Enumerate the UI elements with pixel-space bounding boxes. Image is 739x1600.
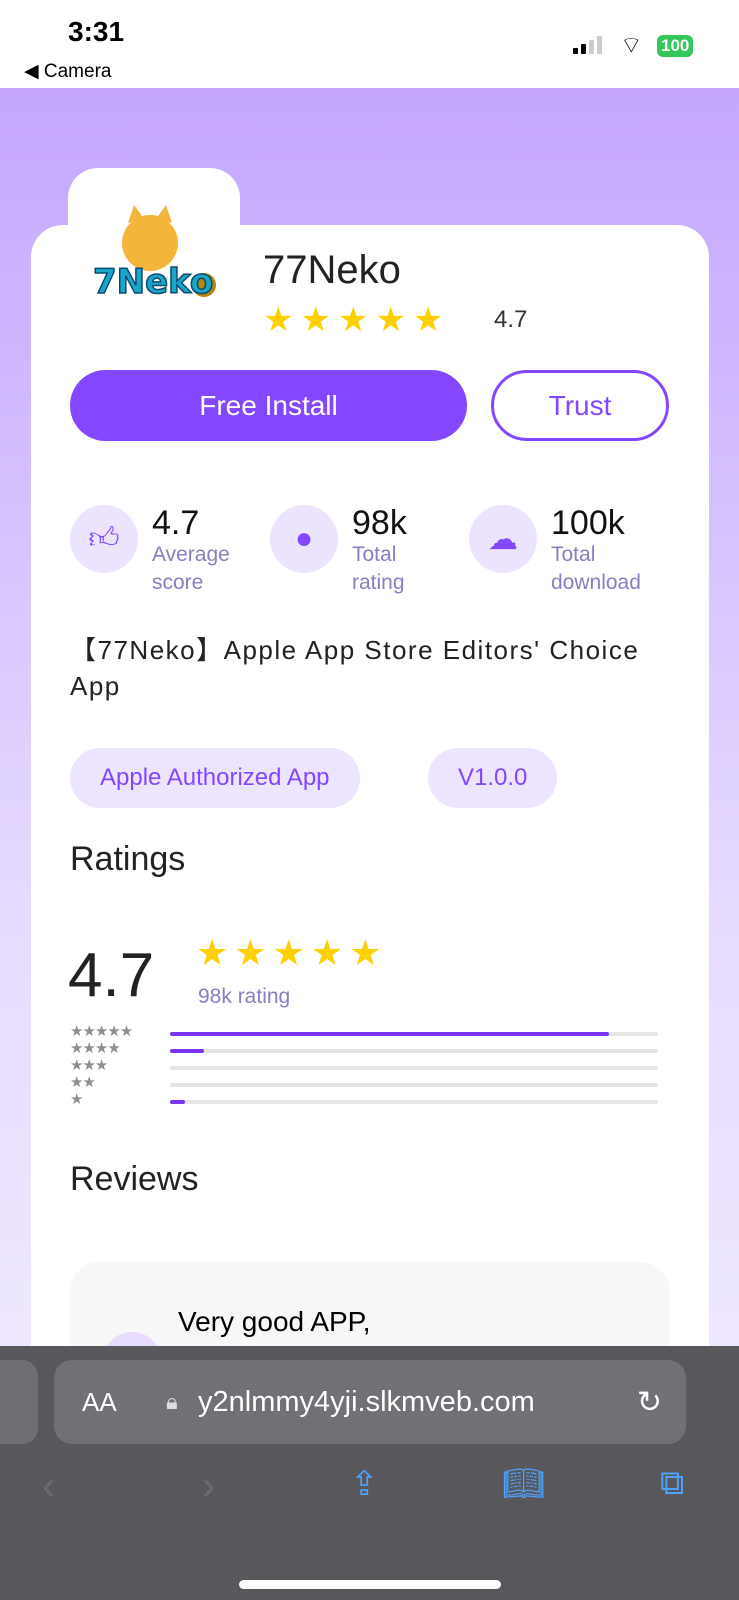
stat-total-rating: ● 98k Total rating	[270, 505, 432, 597]
clock: 3:31	[68, 16, 125, 47]
wifi-icon: ︎⌔	[620, 32, 643, 59]
thumbs-up-icon: 👍︎	[70, 505, 138, 573]
row-stars-icon: ★	[70, 1091, 83, 1108]
app-description: 【77Neko】Apple App Store Editors' Choice …	[70, 635, 640, 701]
tabs-icon[interactable]: ⧉	[660, 1464, 685, 1502]
rating-bar-track	[170, 1032, 658, 1036]
stat-value: 4.7	[152, 504, 200, 542]
share-icon[interactable]: ⇪	[350, 1465, 379, 1503]
address-bar[interactable]: AA 🔒︎ y2nlmmy4yji.slkmveb.com ↻	[54, 1360, 686, 1444]
lock-icon: 🔒︎	[166, 1389, 178, 1414]
rating-bar-fill	[170, 1032, 610, 1036]
user-icon: ●	[270, 505, 338, 573]
ratings-stars-icon: ★★★★★	[196, 932, 388, 973]
reader-options-button[interactable]: AA	[82, 1386, 117, 1417]
rating-row-2: ★★	[70, 1074, 670, 1094]
ratings-heading: Ratings	[70, 840, 186, 878]
stat-label: Total rating	[352, 543, 405, 594]
rating-row-4: ★★★★	[70, 1040, 670, 1060]
row-stars-icon: ★★★★	[70, 1040, 121, 1057]
rating-bar-track	[170, 1049, 658, 1053]
star-rating-icon: ★★★★★	[263, 301, 451, 339]
rating-bar-fill	[170, 1049, 205, 1053]
url-text[interactable]: y2nlmmy4yji.slkmveb.com	[198, 1385, 535, 1418]
battery-icon: 100	[657, 35, 694, 57]
rating-row-5: ★★★★★	[70, 1023, 670, 1043]
back-to-camera-link[interactable]: ◀ Camera	[24, 61, 112, 82]
row-stars-icon: ★★★★★	[70, 1023, 133, 1040]
forward-icon[interactable]: ›	[202, 1464, 216, 1508]
trust-button[interactable]: Trust	[491, 370, 669, 441]
review-title: Very good APP,	[178, 1306, 371, 1337]
reload-icon[interactable]: ↻	[636, 1385, 662, 1419]
previous-tab[interactable]	[0, 1360, 38, 1444]
authorized-chip: Apple Authorized App	[70, 748, 360, 808]
reviews-heading: Reviews	[70, 1160, 199, 1198]
stat-value: 98k	[352, 504, 407, 542]
stat-value: 100k	[551, 504, 625, 542]
rating-row-3: ★★★	[70, 1057, 670, 1077]
browser-toolbar: AA 🔒︎ y2nlmmy4yji.slkmveb.com ↻ ‹ › ⇪ 📖︎…	[0, 1346, 739, 1600]
rating-bar-track	[170, 1066, 658, 1070]
back-icon[interactable]: ‹	[42, 1464, 56, 1508]
signal-icon	[573, 36, 602, 54]
stat-total-download: ☁ 100k Total download	[469, 505, 661, 597]
stat-average-score: 👍︎ 4.7 Average score	[70, 505, 252, 597]
stat-label: Average score	[152, 543, 230, 594]
ratings-count: 98k rating	[198, 985, 291, 1008]
cloud-download-icon: ☁	[469, 505, 537, 573]
row-stars-icon: ★★★	[70, 1057, 108, 1074]
rating-bar-track	[170, 1100, 658, 1104]
rating-row-1: ★	[70, 1091, 670, 1111]
free-install-button[interactable]: Free Install	[70, 370, 467, 441]
row-stars-icon: ★★	[70, 1074, 96, 1091]
home-indicator	[239, 1580, 501, 1589]
app-logo: 7Neko	[92, 205, 216, 303]
rating-bar-fill	[170, 1100, 185, 1104]
status-bar: 3:31 ◀ Camera ︎⌔ 100	[0, 0, 739, 88]
bookmarks-icon[interactable]: 📖︎	[502, 1465, 546, 1503]
stat-label: Total download	[551, 543, 641, 594]
ratings-score: 4.7	[68, 941, 155, 1010]
app-rating: 4.7	[494, 306, 528, 333]
svg-text:7Neko: 7Neko	[93, 262, 213, 302]
app-name: 77Neko	[263, 248, 401, 292]
rating-bar-track	[170, 1083, 658, 1087]
version-chip: V1.0.0	[428, 748, 558, 808]
